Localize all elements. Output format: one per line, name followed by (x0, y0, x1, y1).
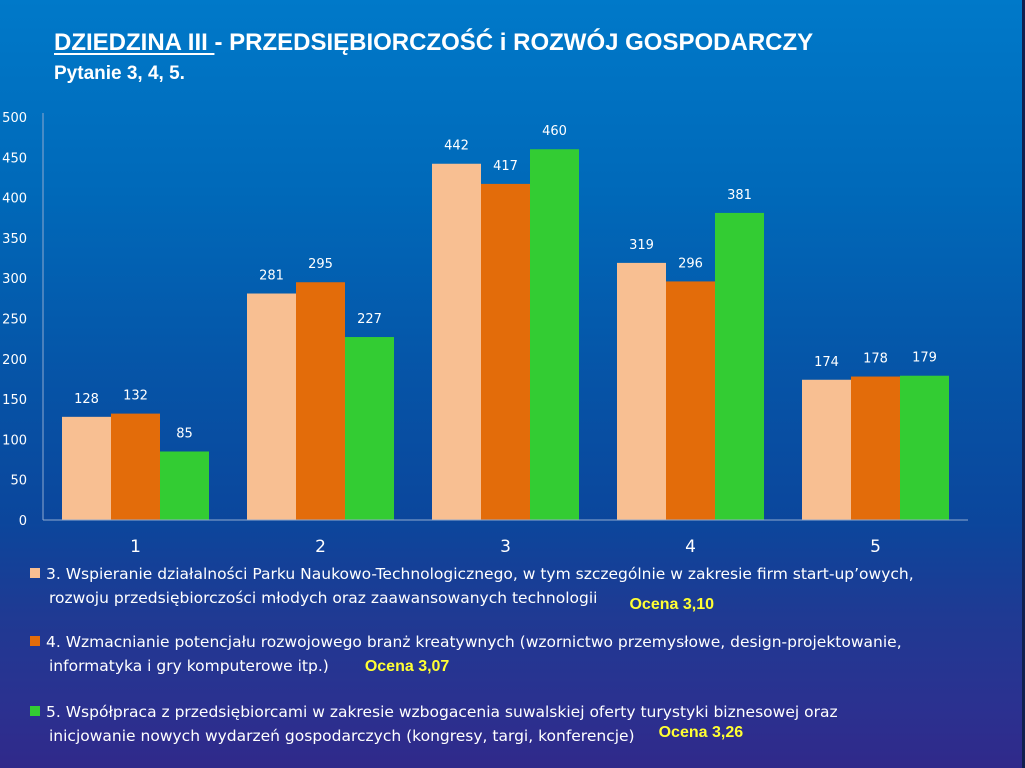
x-axis-categories: 1 2 3 4 5 (130, 537, 881, 557)
bar (900, 375, 949, 520)
bar (62, 416, 111, 520)
legend-item-4: 4. Wzmacnianie potencjału rozwojowego br… (30, 630, 990, 700)
data-label: 85 (176, 426, 193, 441)
legend-text-4-line1: 4. Wzmacnianie potencjału rozwojowego br… (46, 633, 902, 651)
x-tick-label: 5 (870, 537, 881, 557)
data-label: 281 (259, 269, 284, 284)
y-tick-label: 0 (19, 514, 27, 529)
bar (666, 281, 715, 520)
data-label: 296 (678, 256, 703, 271)
legend-text-4-line2: informatyka i gry komputerowe itp.) (49, 657, 329, 675)
bar (715, 212, 764, 520)
legend-swatch-5 (30, 706, 40, 716)
legend-swatch-4 (30, 636, 40, 646)
data-label: 319 (629, 238, 654, 253)
legend-text-5-line2: inicjowanie nowych wydarzeń gospodarczyc… (49, 727, 635, 745)
slide-title: DZIEDZINA III - PRZEDSIĘBIORCZOŚĆ i ROZW… (54, 29, 813, 57)
data-label: 460 (542, 124, 567, 139)
title-topic: - PRZEDSIĘBIORCZOŚĆ i ROZWÓJ GOSPODARCZY (214, 29, 814, 56)
x-tick-label: 1 (130, 537, 141, 557)
data-label: 132 (123, 389, 148, 404)
y-tick-label: 350 (2, 232, 27, 247)
legend-text-3-line2: rozwoju przedsiębiorczości młodych oraz … (49, 589, 598, 607)
y-axis-ticks: 0 50 100 150 200 250 300 350 400 450 500 (2, 111, 27, 529)
legend-rating-3: Ocena 3,10 (629, 596, 714, 613)
legend-text-3-line1: 3. Wspieranie działalności Parku Naukowo… (46, 565, 914, 583)
data-label: 417 (493, 159, 518, 174)
y-tick-label: 450 (2, 151, 27, 166)
data-label: 227 (357, 312, 382, 327)
legend-item-3: 3. Wspieranie działalności Parku Naukowo… (30, 562, 990, 630)
data-labels: 128 132 85 281 295 227 442 417 460 319 296 381 174 17… (74, 124, 937, 441)
bars (62, 149, 949, 521)
legend-rating-5: Ocena 3,26 (658, 724, 744, 741)
data-label: 442 (444, 139, 469, 154)
slide-right-border (1022, 0, 1025, 768)
y-tick-label: 250 (2, 313, 27, 328)
data-label: 179 (912, 351, 937, 366)
bar (247, 293, 296, 520)
data-label: 178 (863, 352, 888, 367)
bar (345, 337, 394, 520)
legend-item-5: 5. Współpraca z przedsiębiorcami w zakre… (30, 700, 990, 749)
bar (851, 376, 900, 520)
legend-swatch-3 (30, 568, 40, 578)
bar (617, 262, 666, 520)
y-tick-label: 300 (2, 272, 27, 287)
slide-subtitle: Pytanie 3, 4, 5. (54, 63, 185, 84)
y-tick-label: 100 (2, 433, 27, 448)
y-tick-label: 150 (2, 393, 27, 408)
x-tick-label: 2 (315, 537, 326, 557)
bar (802, 379, 851, 520)
data-label: 295 (308, 257, 333, 272)
bar (432, 163, 481, 521)
x-tick-label: 4 (685, 537, 696, 557)
y-tick-label: 200 (2, 353, 27, 368)
bar (481, 183, 530, 520)
y-tick-label: 500 (2, 111, 27, 126)
bar (530, 149, 579, 521)
data-label: 128 (74, 392, 99, 407)
bar (111, 413, 160, 520)
data-label: 174 (814, 355, 839, 370)
y-tick-label: 50 (10, 474, 27, 489)
legend-rating-4: Ocena 3,07 (364, 658, 450, 675)
bar (296, 282, 345, 520)
x-tick-label: 3 (500, 537, 511, 557)
title-domain: DZIEDZINA III (54, 29, 215, 56)
chart-legend: 3. Wspieranie działalności Parku Naukowo… (30, 562, 990, 749)
bar (160, 451, 209, 520)
data-label: 381 (727, 188, 752, 203)
y-tick-label: 400 (2, 192, 27, 207)
legend-text-5-line1: 5. Współpraca z przedsiębiorcami w zakre… (46, 703, 838, 721)
